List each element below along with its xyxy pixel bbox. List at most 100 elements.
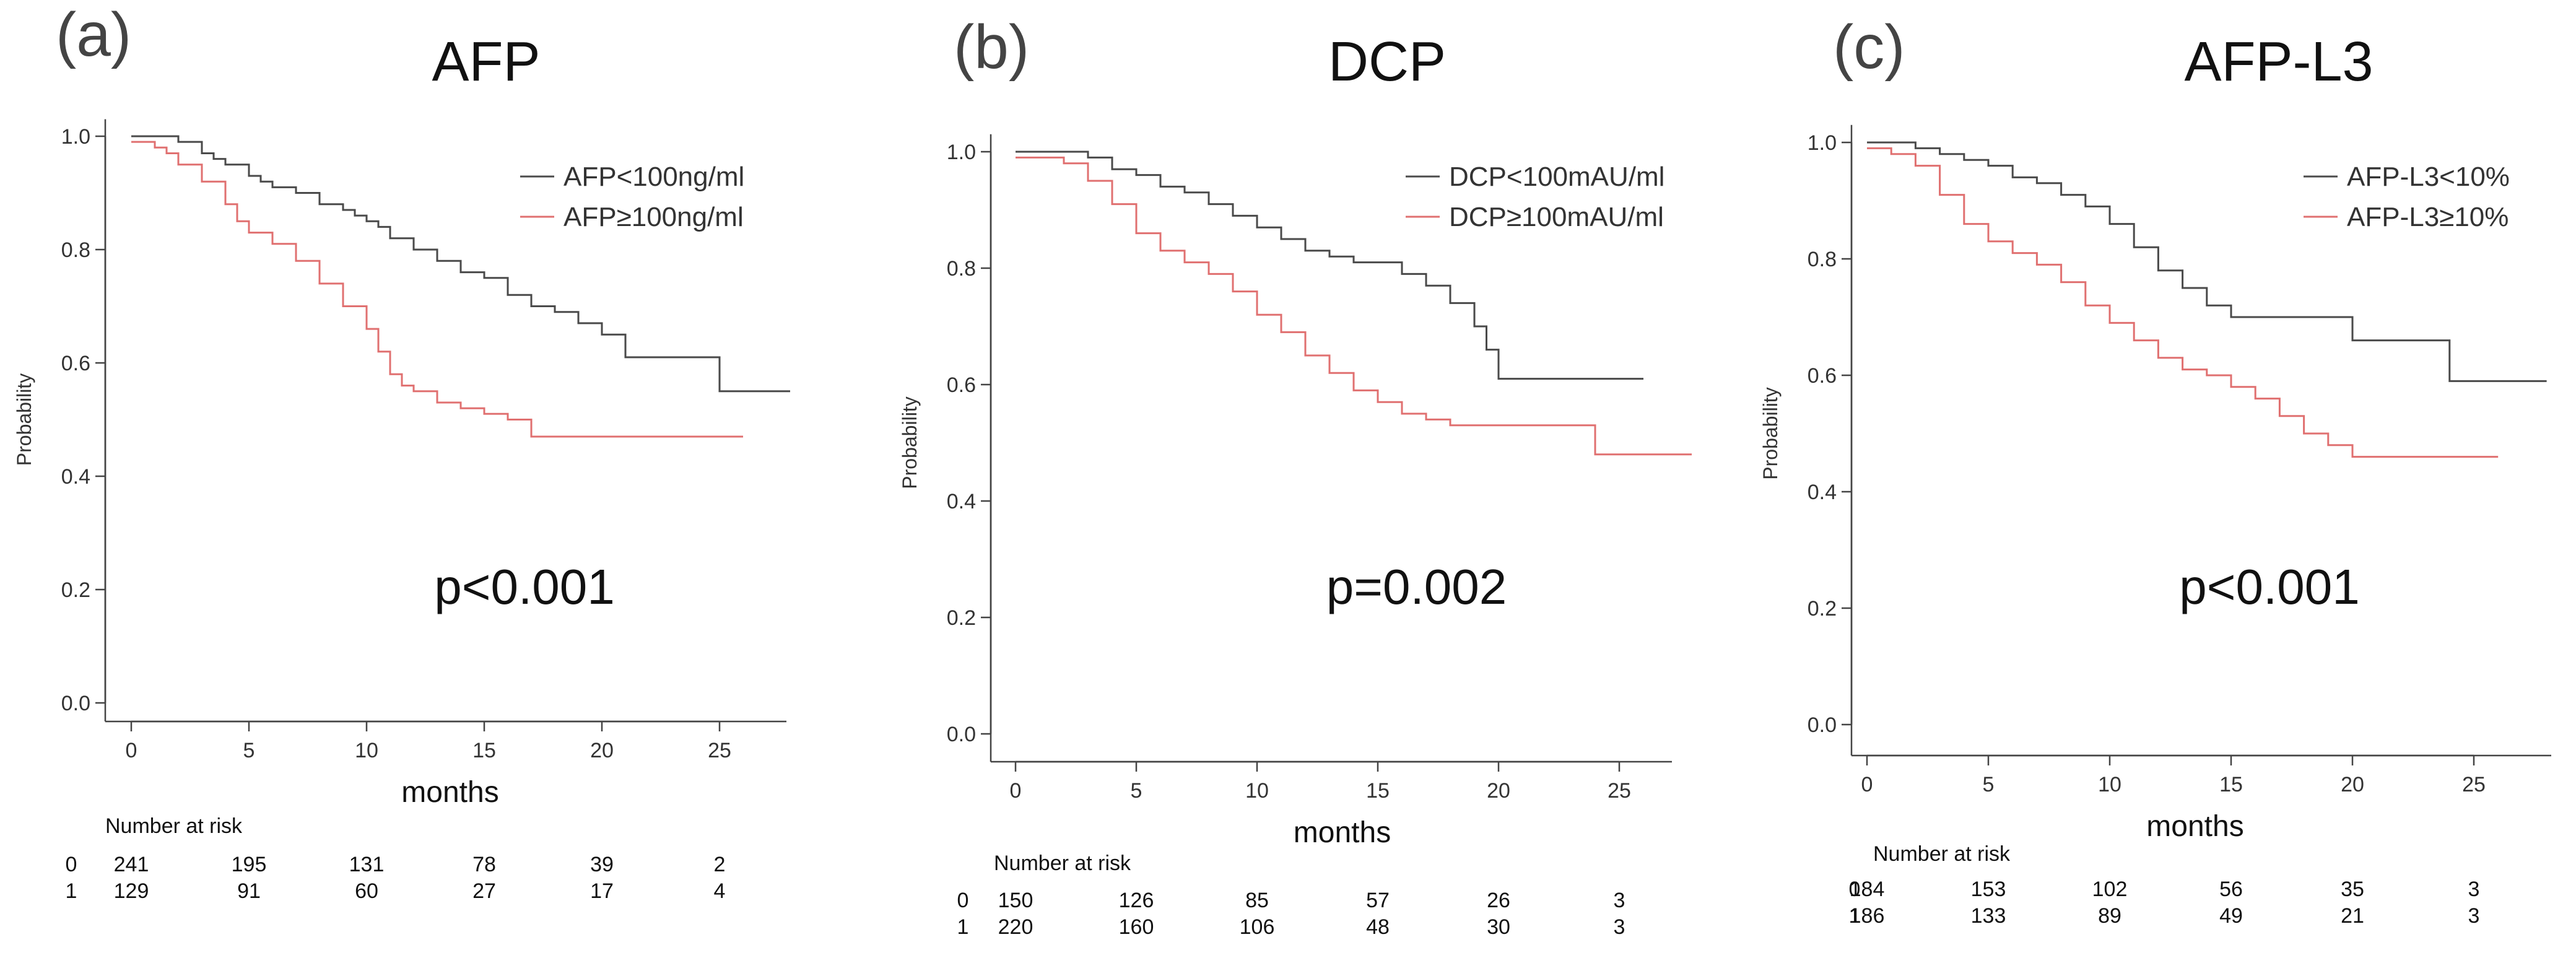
- y-tick-label: 0.2: [61, 578, 90, 602]
- y-tick-label: 1.0: [1808, 131, 1837, 155]
- risk-group-label: 0: [66, 853, 77, 876]
- x-axis-label: months: [401, 776, 498, 809]
- risk-count: 102: [2092, 878, 2128, 901]
- risk-count: 27: [472, 879, 496, 903]
- risk-group-label: 1: [1849, 904, 1861, 928]
- x-tick-label: 15: [472, 739, 496, 762]
- legend-label: DCP≥100mAU/ml: [1449, 202, 1664, 232]
- x-tick-label: 25: [708, 739, 731, 762]
- x-tick-label: 20: [590, 739, 614, 762]
- risk-count: 91: [237, 879, 261, 903]
- risk-count: 133: [1971, 904, 2006, 928]
- risk-count: 195: [232, 853, 267, 876]
- x-tick-label: 0: [1861, 773, 1873, 796]
- x-tick-label: 5: [243, 739, 255, 762]
- risk-count: 60: [355, 879, 378, 903]
- x-tick-label: 25: [2462, 773, 2486, 796]
- km-curve-series-2: [131, 141, 743, 438]
- risk-count: 30: [1487, 915, 1510, 939]
- x-axis-label: months: [2146, 810, 2243, 843]
- risk-count: 3: [1614, 915, 1625, 939]
- x-tick-label: 15: [2219, 773, 2243, 796]
- risk-count: 78: [472, 853, 496, 876]
- y-tick-label: 0.8: [947, 257, 976, 281]
- risk-count: 89: [2098, 904, 2121, 928]
- chart-title: AFP: [432, 31, 540, 93]
- risk-count: 48: [1366, 915, 1390, 939]
- y-tick-label: 0.8: [1808, 248, 1837, 271]
- x-tick-label: 0: [1010, 779, 1022, 803]
- risk-count: 85: [1245, 889, 1269, 912]
- p-value: p=0.002: [1326, 559, 1507, 614]
- risk-count: 35: [2341, 878, 2364, 901]
- km-curve-series-2: [1016, 156, 1692, 456]
- y-tick-label: 0.2: [1808, 597, 1837, 621]
- km-curve-series-1: [1016, 150, 1643, 380]
- y-tick-label: 1.0: [61, 125, 90, 149]
- y-tick-label: 0.0: [1808, 713, 1837, 737]
- risk-count: 4: [714, 879, 726, 903]
- risk-table-label: Number at risk: [105, 814, 243, 838]
- x-tick-label: 25: [1608, 779, 1631, 803]
- x-tick-label: 20: [2341, 773, 2364, 796]
- x-tick-label: 10: [355, 739, 378, 762]
- y-axis-label: Probability: [899, 396, 921, 489]
- y-tick-label: 0.4: [61, 465, 90, 489]
- risk-count: 184: [1850, 878, 1885, 901]
- panel-label: (a): [56, 0, 131, 69]
- risk-table-label: Number at risk: [1873, 842, 2011, 866]
- panel-label: (c): [1833, 12, 1905, 82]
- risk-count: 3: [1614, 889, 1625, 912]
- km-curve-series-1: [131, 135, 790, 393]
- risk-group-label: 0: [1849, 878, 1861, 901]
- risk-count: 56: [2219, 878, 2243, 901]
- chart-title: DCP: [1328, 31, 1446, 93]
- x-tick-label: 0: [126, 739, 137, 762]
- y-axis-label: Probability: [1759, 387, 1782, 479]
- x-tick-label: 5: [1131, 779, 1142, 803]
- risk-group-label: 1: [66, 879, 77, 903]
- risk-count: 131: [349, 853, 385, 876]
- risk-count: 106: [1240, 915, 1275, 939]
- panel-label: (b): [954, 12, 1029, 82]
- risk-count: 17: [590, 879, 614, 903]
- risk-count: 57: [1366, 889, 1390, 912]
- y-tick-label: 0.4: [947, 490, 976, 513]
- legend-label: AFP-L3<10%: [2347, 162, 2510, 192]
- x-tick-label: 20: [1487, 779, 1510, 803]
- risk-count: 3: [2468, 878, 2480, 901]
- y-tick-label: 1.0: [947, 141, 976, 164]
- risk-count: 150: [998, 889, 1033, 912]
- x-axis-label: months: [1294, 816, 1391, 849]
- legend-label: AFP-L3≥10%: [2347, 202, 2509, 232]
- risk-count: 160: [1119, 915, 1154, 939]
- y-tick-label: 0.0: [61, 692, 90, 715]
- risk-count: 126: [1119, 889, 1154, 912]
- y-tick-label: 0.4: [1808, 481, 1837, 504]
- p-value: p<0.001: [434, 559, 614, 614]
- legend-label: AFP<100ng/ml: [564, 162, 744, 192]
- risk-count: 2: [714, 853, 726, 876]
- x-tick-label: 15: [1366, 779, 1390, 803]
- risk-count: 26: [1487, 889, 1510, 912]
- risk-count: 3: [2468, 904, 2480, 928]
- chart-title: AFP-L3: [2184, 31, 2373, 93]
- risk-count: 241: [114, 853, 149, 876]
- risk-count: 186: [1850, 904, 1885, 928]
- panel-3: (c) AFP-L30.00.20.40.60.81.00 5 10 15 20 25Pro…: [1759, 12, 2551, 928]
- x-tick-label: 5: [1983, 773, 1995, 796]
- legend-label: AFP≥100ng/ml: [564, 202, 744, 232]
- risk-count: 153: [1971, 878, 2006, 901]
- risk-count: 220: [998, 915, 1033, 939]
- risk-count: 21: [2341, 904, 2364, 928]
- y-tick-label: 0.6: [61, 352, 90, 375]
- km-curve-series-1: [1867, 141, 2547, 382]
- risk-table-label: Number at risk: [994, 852, 1131, 875]
- y-tick-label: 0.2: [947, 606, 976, 630]
- risk-count: 49: [2219, 904, 2243, 928]
- x-tick-label: 10: [1245, 779, 1269, 803]
- y-axis-label: Probability: [13, 373, 35, 466]
